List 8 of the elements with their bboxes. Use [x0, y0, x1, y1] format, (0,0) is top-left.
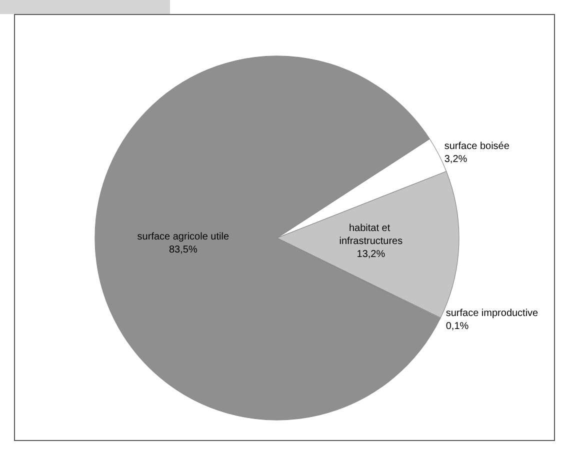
data-label: 83,5%: [168, 244, 198, 256]
slice-label: surface improductive: [446, 308, 539, 320]
data-label: 13,2%: [356, 249, 386, 260]
data-label: 0,1%: [446, 321, 469, 332]
slice-label: surface agricole utile: [137, 231, 230, 242]
slice-label: habitat et infrastructures: [339, 223, 403, 248]
data-label: 3,2%: [444, 154, 468, 165]
slice-label: surface boisée: [444, 140, 510, 152]
